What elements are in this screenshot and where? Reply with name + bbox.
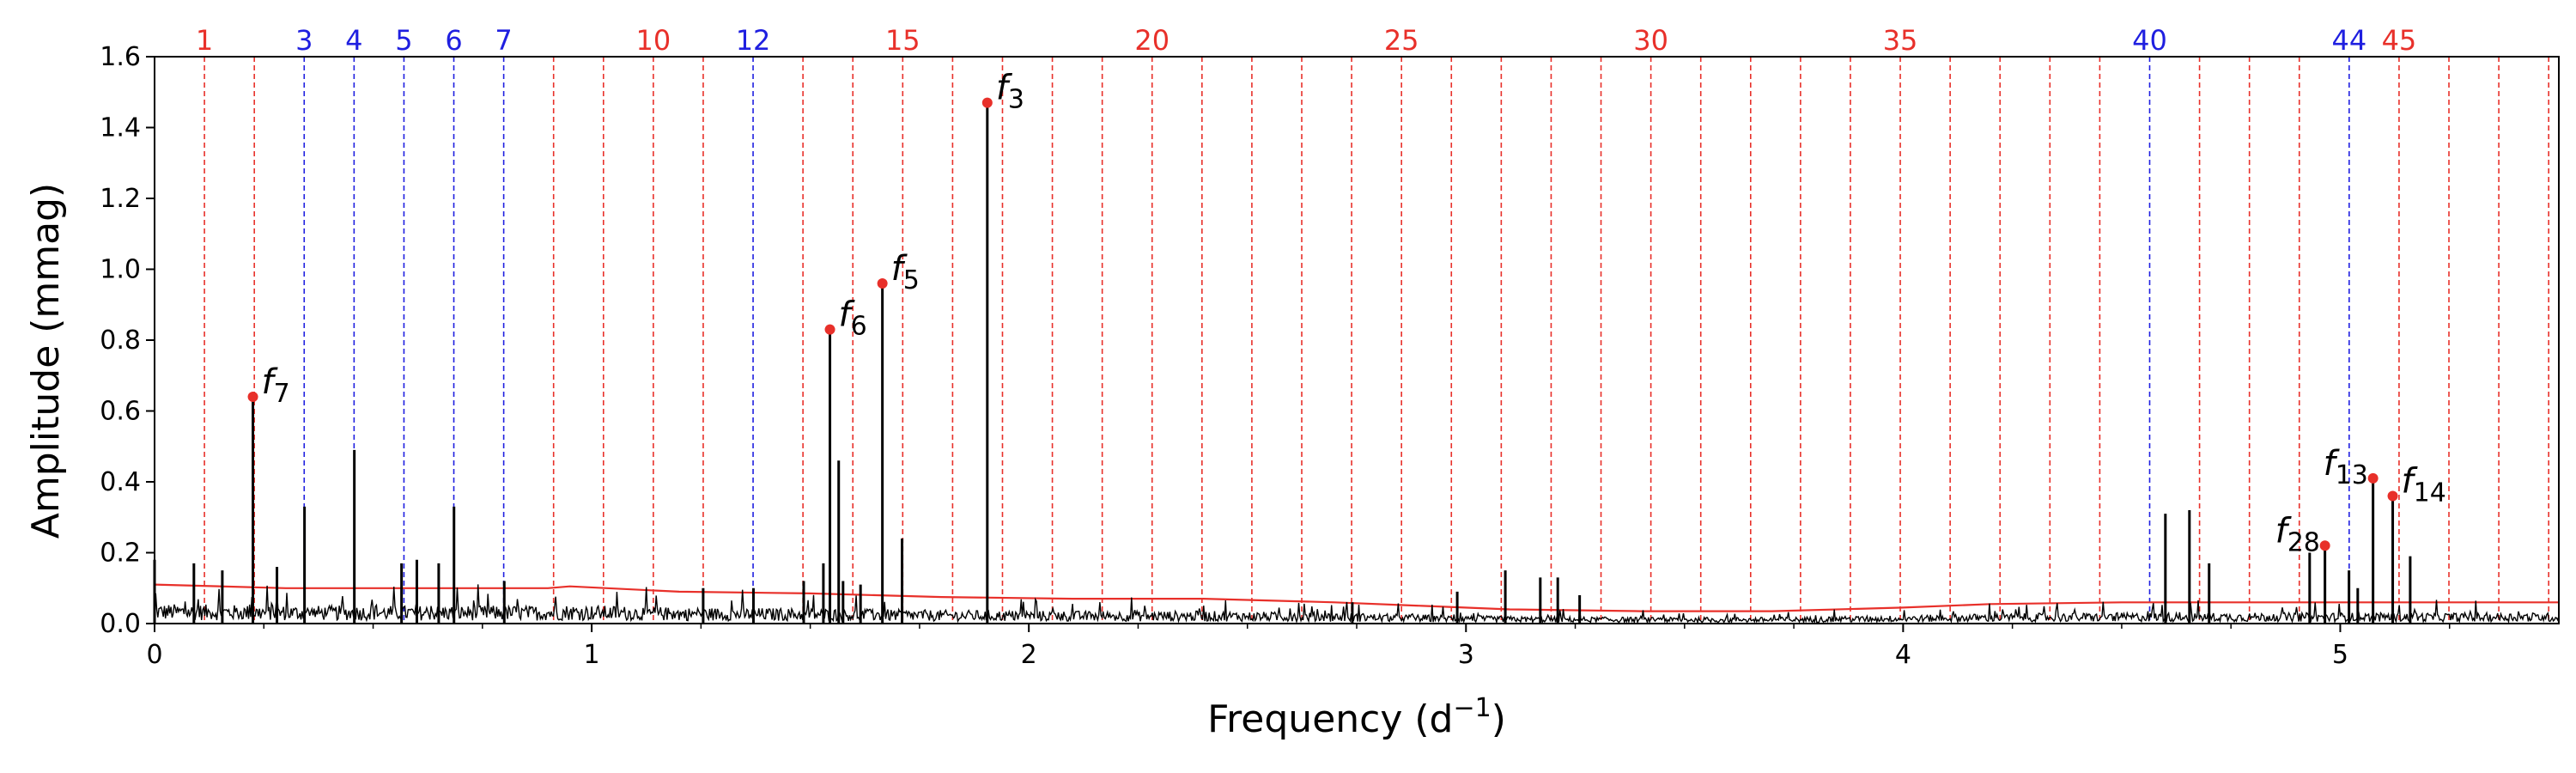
peak-label: f5 [891, 249, 920, 295]
harmonic-label: 7 [495, 24, 512, 57]
harmonic-label: 25 [1384, 24, 1419, 57]
peak-label: f3 [996, 69, 1024, 115]
peak-marker [2387, 490, 2398, 502]
y-axis-title: Amplitude (mmag) [24, 183, 68, 539]
x-tick-label: 1 [584, 640, 600, 670]
y-tick-label: 0.8 [100, 326, 141, 356]
x-tick-label: 3 [1458, 640, 1474, 670]
peak-label: f14 [2402, 462, 2446, 508]
y-tick-label: 1.0 [100, 255, 141, 285]
y-tick-label: 1.2 [100, 184, 141, 214]
peak-label: f28 [2275, 511, 2320, 557]
harmonic-label: 15 [885, 24, 920, 57]
harmonic-label: 5 [395, 24, 412, 57]
peak-marker [877, 278, 888, 289]
peak-marker [2319, 540, 2330, 551]
y-tick-label: 1.6 [100, 42, 141, 72]
y-tick-label: 0.2 [100, 539, 141, 569]
y-tick-label: 0.4 [100, 467, 141, 497]
harmonic-label: 30 [1633, 24, 1668, 57]
peak-label: f7 [262, 362, 290, 409]
y-tick-label: 0.6 [100, 397, 141, 427]
noise-layer [154, 583, 2559, 612]
peak-marker [2367, 472, 2379, 484]
x-tick-label: 4 [1895, 640, 1911, 670]
plot-frame [154, 56, 2560, 624]
harmonic-label: 35 [1883, 24, 1918, 57]
harmonic-label: 45 [2382, 24, 2417, 57]
x-tick-label: 5 [2332, 640, 2348, 670]
harmonic-label: 3 [295, 24, 313, 57]
noise-level-curve [154, 583, 2559, 612]
harmonic-label: 10 [636, 24, 671, 57]
harmonic-label: 44 [2331, 24, 2366, 57]
harmonic-label: 4 [345, 24, 362, 57]
y-tick-label: 1.4 [100, 113, 141, 143]
spectrum-trace [154, 584, 2560, 625]
harmonic-label: 12 [736, 24, 771, 57]
harmonic-label: 1 [196, 24, 213, 57]
peak-marker [981, 97, 993, 108]
y-tick-label: 0.0 [100, 609, 141, 639]
peak-marker [824, 324, 835, 335]
x-axis-title: Frequency (d−1) [1207, 693, 1506, 741]
peak-marker [247, 392, 258, 402]
harmonic-label: 40 [2132, 24, 2167, 57]
harmonic-lines [204, 57, 2549, 624]
peak-label: f13 [2324, 444, 2368, 490]
harmonic-label: 6 [445, 24, 462, 57]
harmonic-labels: 1 3 4 5 6 7 10 12 15 20 25 30 35 40 44 45 [196, 24, 2416, 57]
x-tick-label: 0 [146, 640, 162, 670]
spectrum-layer [153, 102, 2560, 625]
harmonic-label: 20 [1134, 24, 1170, 57]
axes: 0 1 2 3 4 5 0.0 0.2 0.4 0.6 0.8 1.0 1.2 1.4 1.6 [100, 42, 2560, 670]
x-tick-label: 2 [1021, 640, 1037, 670]
